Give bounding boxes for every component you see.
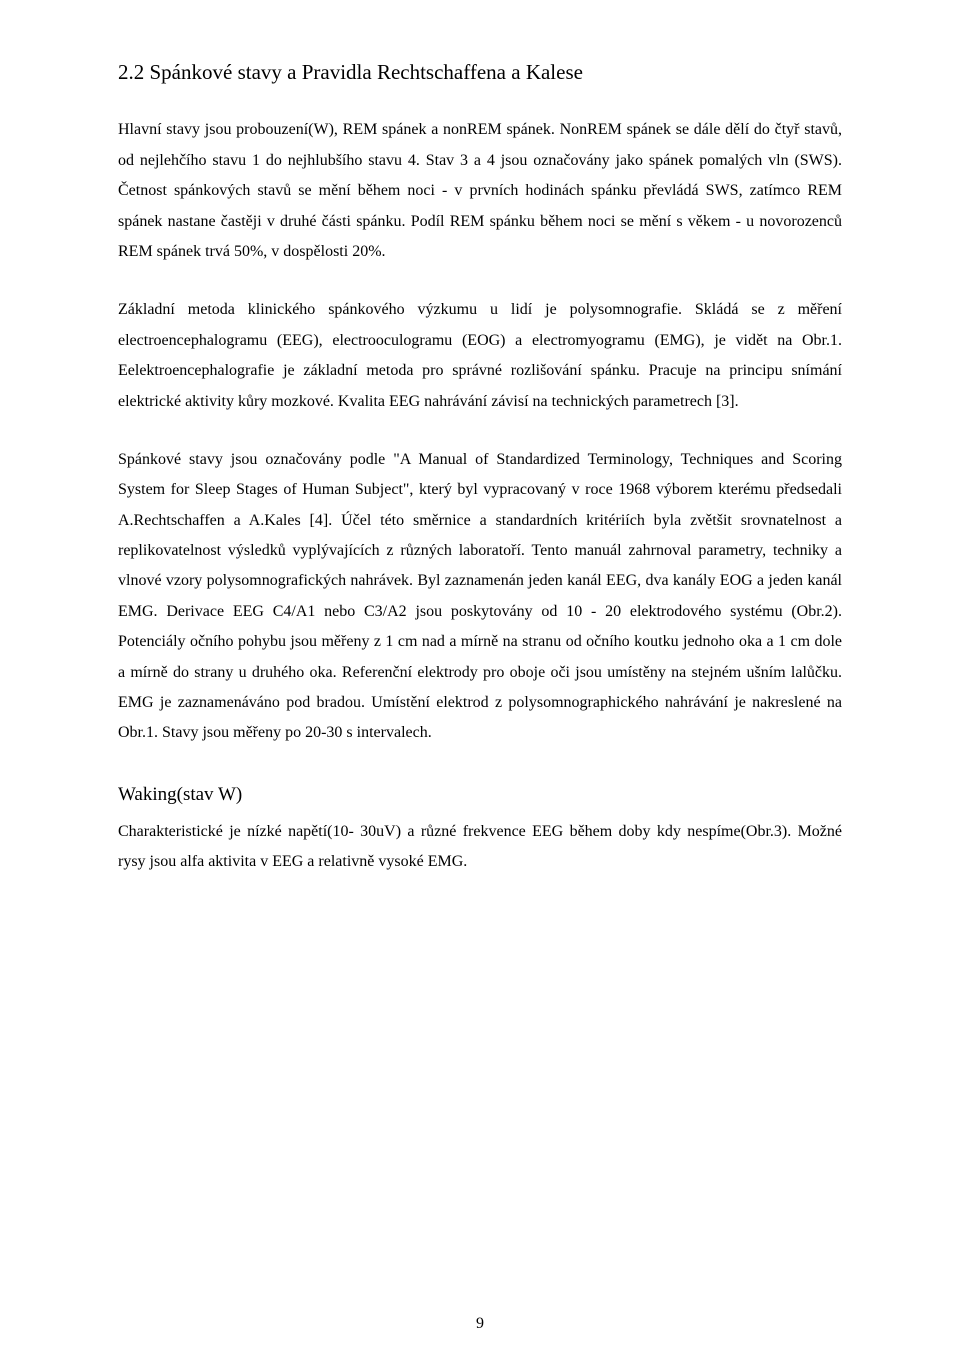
page-number: 9 xyxy=(0,1309,960,1339)
body-paragraph-4: Charakteristické je nízké napětí(10- 30u… xyxy=(118,817,842,878)
section-heading: 2.2 Spánkové stavy a Pravidla Rechtschaf… xyxy=(118,58,842,87)
body-paragraph-2: Základní metoda klinického spánkového vý… xyxy=(118,295,842,417)
subsection-heading: Waking(stav W) xyxy=(118,777,842,813)
body-paragraph-3: Spánkové stavy jsou označovány podle "A … xyxy=(118,445,842,749)
page-container: 2.2 Spánkové stavy a Pravidla Rechtschaf… xyxy=(0,0,960,1369)
body-paragraph-1: Hlavní stavy jsou probouzení(W), REM spá… xyxy=(118,115,842,267)
